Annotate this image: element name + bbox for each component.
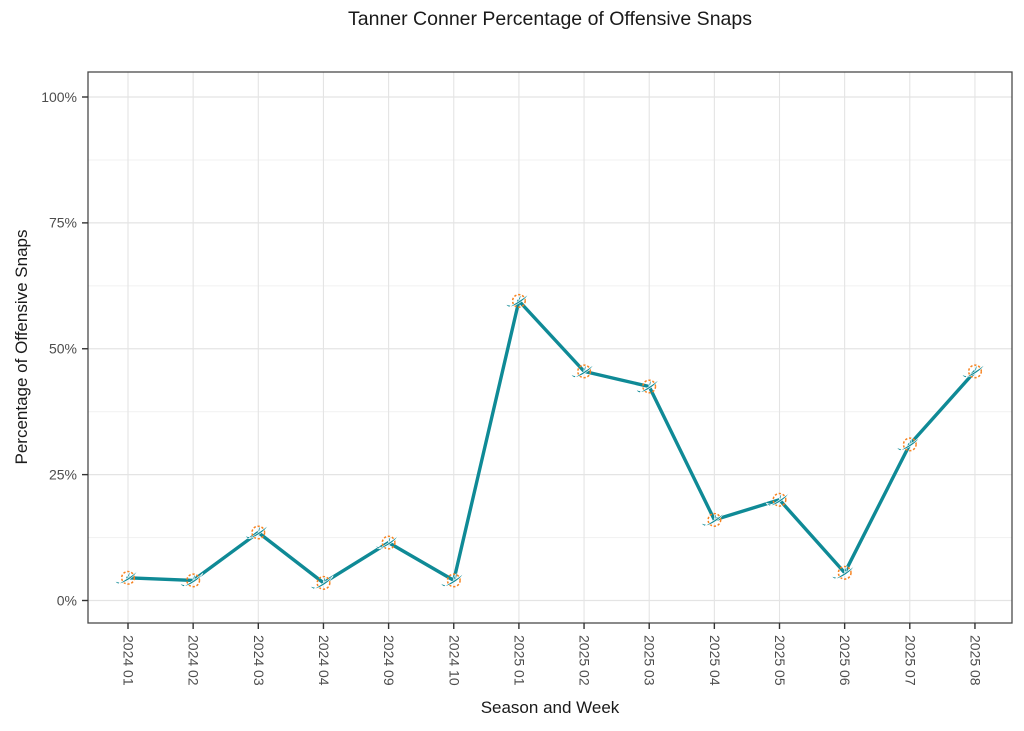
data-point-marker-dolphins-logo-icon (374, 535, 399, 550)
marker-dolphin-shape (179, 573, 204, 588)
x-tick-label: 2025 01 (511, 635, 527, 686)
marker-sunburst-ring (902, 437, 917, 452)
x-tick-label: 2024 02 (186, 635, 202, 686)
y-tick-label: 0% (57, 592, 77, 608)
x-tick-label: 2025 06 (837, 635, 853, 686)
x-tick-label: 2025 07 (902, 635, 918, 686)
marker-dolphin-shape (439, 573, 464, 588)
marker-sunburst-ring (446, 573, 461, 588)
data-line (126, 299, 977, 585)
plot-panel (88, 72, 1012, 623)
data-point-marker-dolphins-logo-icon (635, 379, 660, 394)
data-point-marker-dolphins-logo-icon (830, 565, 855, 580)
y-tick-label: 100% (41, 89, 77, 105)
y-tick-label: 75% (49, 215, 77, 231)
data-point-marker-dolphins-logo-icon (504, 293, 529, 308)
marker-dolphin-shape (700, 512, 725, 527)
x-tick-label: 2025 02 (577, 635, 593, 686)
marker-dolphin-shape (830, 565, 855, 580)
marker-sunburst-ring (772, 492, 787, 507)
x-tick-label: 2025 04 (707, 635, 723, 686)
data-point-marker-dolphins-logo-icon (114, 570, 139, 585)
marker-dolphin-shape (309, 575, 334, 590)
data-point-marker-dolphins-logo-icon (765, 492, 790, 507)
marker-dolphin-shape (895, 437, 920, 452)
x-tick-label: 2024 03 (251, 635, 267, 686)
x-tick-label: 2024 01 (121, 635, 137, 686)
y-tick-label: 25% (49, 466, 77, 482)
panel-border (87, 71, 1013, 624)
data-point-marker-dolphins-logo-icon (895, 437, 920, 452)
x-tick-label: 2025 05 (772, 635, 788, 686)
marker-dolphin-shape (765, 492, 790, 507)
marker-sunburst-ring (837, 565, 852, 580)
x-axis-title: Season and Week (480, 698, 620, 717)
y-tick-label: 50% (49, 341, 77, 357)
marker-dolphin-shape (114, 570, 139, 585)
marker-sunburst-ring (511, 293, 526, 308)
data-point-marker-dolphins-logo-icon (309, 575, 334, 590)
x-tick-label: 2025 08 (967, 635, 983, 686)
marker-dolphin-shape (635, 379, 660, 394)
marker-dolphin-shape (570, 364, 595, 379)
marker-sunburst-ring (120, 570, 136, 585)
marker-dolphin-shape (244, 525, 269, 540)
marker-sunburst-ring (251, 525, 266, 540)
x-tick-label: 2024 10 (446, 635, 462, 686)
x-tick-label: 2024 09 (381, 635, 397, 686)
data-point-marker-dolphins-logo-icon (961, 364, 986, 379)
data-point-marker-dolphins-logo-icon (179, 573, 204, 588)
marker-sunburst-ring (577, 364, 592, 379)
x-tick-label: 2025 03 (642, 635, 658, 686)
data-point-marker-dolphins-logo-icon (570, 364, 595, 379)
x-tick-label: 2024 04 (316, 635, 332, 686)
marker-dolphin-shape (504, 293, 529, 308)
marker-sunburst-ring (381, 535, 396, 550)
marker-sunburst-ring (186, 573, 201, 588)
data-point-marker-dolphins-logo-icon (244, 525, 269, 540)
marker-sunburst-ring (642, 379, 657, 394)
marker-sunburst-ring (707, 512, 722, 527)
data-point-marker-dolphins-logo-icon (700, 512, 725, 527)
chart-title: Tanner Conner Percentage of Offensive Sn… (348, 8, 752, 30)
marker-dolphin-shape (961, 364, 986, 379)
marker-sunburst-ring (967, 364, 983, 379)
data-point-marker-dolphins-logo-icon (439, 573, 464, 588)
marker-sunburst-ring (316, 575, 331, 590)
marker-dolphin-shape (374, 535, 399, 550)
